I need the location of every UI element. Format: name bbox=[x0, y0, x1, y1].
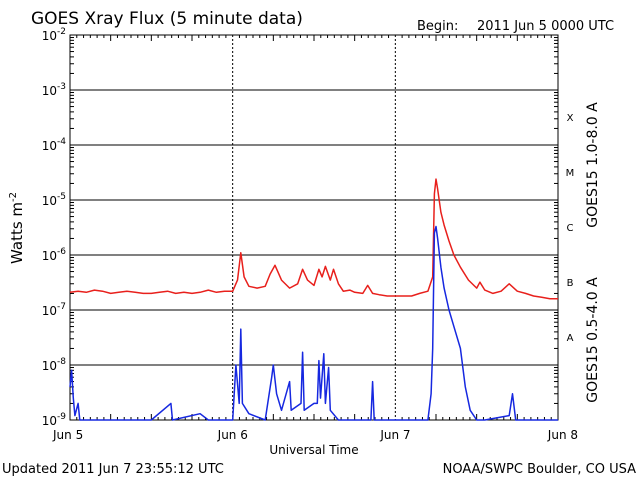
legend-long-channel: GOES15 1.0-8.0 A bbox=[585, 102, 601, 228]
flare-class-m: M bbox=[566, 168, 575, 179]
flare-class-x: X bbox=[567, 113, 574, 124]
chart-title: GOES Xray Flux (5 minute data) bbox=[31, 9, 303, 29]
grid-lines bbox=[70, 35, 558, 420]
y-tick-label: 10-6 bbox=[42, 247, 67, 263]
begin-value: 2011 Jun 5 0000 UTC bbox=[477, 19, 614, 34]
flare-class-a: A bbox=[567, 333, 574, 344]
y-axis-label-group: Watts m-2 bbox=[8, 192, 26, 264]
plot-frame bbox=[69, 34, 559, 421]
credit-text: NOAA/SWPC Boulder, CO USA bbox=[443, 462, 636, 477]
x-tick-label: Jun 8 bbox=[547, 428, 578, 442]
flare-class-labels: A B C M X bbox=[566, 113, 575, 344]
legend-short-channel: GOES15 0.5-4.0 A bbox=[585, 277, 601, 403]
series-lines bbox=[69, 178, 558, 421]
flare-class-c: C bbox=[567, 223, 574, 234]
y-tick-label: 10-8 bbox=[42, 357, 67, 373]
updated-timestamp: Updated 2011 Jun 7 23:55:12 UTC bbox=[2, 462, 224, 477]
begin-label: Begin: bbox=[417, 19, 458, 34]
y-axis-label-exponent: -2 bbox=[8, 192, 19, 202]
series-line-long-channel bbox=[69, 178, 558, 300]
x-tick-label: Jun 6 bbox=[217, 428, 248, 442]
y-tick-label: 10-5 bbox=[42, 192, 66, 208]
x-tick-label: Jun 7 bbox=[379, 428, 410, 442]
svg-text:Watts m-2: Watts m-2 bbox=[8, 192, 26, 264]
y-tick-label: 10-9 bbox=[42, 412, 67, 428]
y-tick-label: 10-4 bbox=[42, 137, 67, 153]
y-tick-label: 10-2 bbox=[42, 27, 66, 43]
y-tick-label: 10-7 bbox=[42, 302, 66, 318]
y-tick-label: 10-3 bbox=[42, 82, 66, 98]
y-axis-ticks: 10-9 10-8 10-7 10-6 10-5 10-4 10-3 10-2 bbox=[42, 27, 558, 428]
x-tick-label: Jun 5 bbox=[52, 428, 83, 442]
x-axis-ticks: Jun 5 Jun 6 Jun 7 Jun 8 bbox=[52, 35, 578, 442]
x-axis-label: Universal Time bbox=[269, 443, 358, 457]
series-line-short-channel bbox=[69, 225, 558, 421]
y-axis-label: Watts m bbox=[8, 202, 26, 264]
flare-class-b: B bbox=[567, 278, 574, 289]
